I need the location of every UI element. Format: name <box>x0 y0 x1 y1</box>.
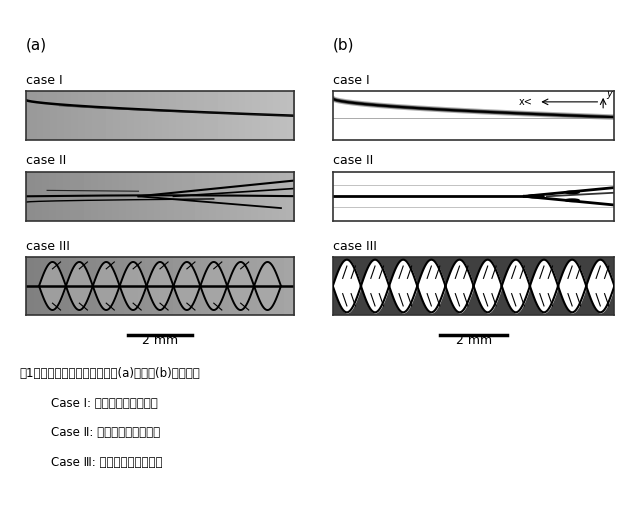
Text: x<: x< <box>519 97 532 107</box>
Circle shape <box>565 191 579 193</box>
Text: (b): (b) <box>333 37 355 52</box>
Circle shape <box>527 195 544 198</box>
Text: case III: case III <box>333 240 377 253</box>
Text: Case Ⅲ: 残留応力レベル　高: Case Ⅲ: 残留応力レベル 高 <box>51 456 163 469</box>
Text: 囱1化学強化ガラスの破壊　　(a)実験　(b)数値解析: 囱1化学強化ガラスの破壊 (a)実験 (b)数値解析 <box>19 367 200 380</box>
Text: Case Ⅰ: 残留応力レベル　低: Case Ⅰ: 残留応力レベル 低 <box>51 397 158 410</box>
Text: 2 mm: 2 mm <box>142 334 178 346</box>
Text: case III: case III <box>26 240 70 253</box>
Text: case I: case I <box>26 74 62 87</box>
Text: case II: case II <box>26 154 66 167</box>
Text: case II: case II <box>333 154 373 167</box>
Text: Case Ⅱ: 残留応力レベル　中: Case Ⅱ: 残留応力レベル 中 <box>51 426 161 439</box>
Circle shape <box>565 199 579 201</box>
Text: case I: case I <box>333 74 369 87</box>
Text: 2 mm: 2 mm <box>456 334 492 346</box>
Text: (a): (a) <box>26 37 47 52</box>
Text: y: y <box>606 89 612 99</box>
